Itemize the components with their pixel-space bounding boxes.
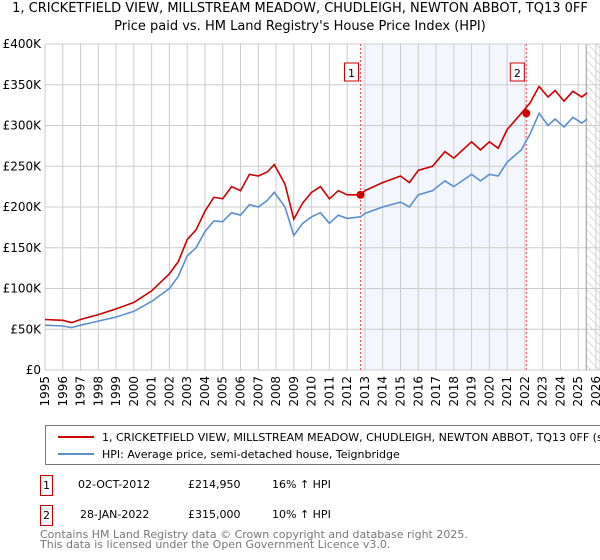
x-tick-label: 2007 [251, 376, 265, 407]
x-tick-label: 1999 [109, 376, 123, 407]
plot-frame [44, 43, 600, 371]
legend-item-hpi: HPI: Average price, semi-detached house,… [58, 446, 400, 462]
marker-label: 1 [348, 67, 355, 80]
transaction-date: 28-JAN-2022 [80, 508, 150, 521]
x-tick-label: 2015 [393, 376, 407, 407]
y-tick-label: £350K [3, 78, 43, 92]
x-tick-label: 1997 [74, 376, 88, 407]
marker-label-box [343, 62, 359, 82]
legend-item-property: 1, CRICKETFIELD VIEW, MILLSTREAM MEADOW,… [58, 429, 600, 445]
x-tick-label: 2022 [518, 376, 532, 407]
x-tick-label: 2002 [162, 376, 176, 407]
red-line-swatch [58, 436, 94, 438]
x-tick-label: 2008 [269, 376, 283, 407]
transaction-row: 2 28-JAN-2022 £315,000 10% ↑ HPI [40, 505, 440, 526]
blue-line-swatch [58, 453, 94, 455]
transaction-hpi: 10% ↑ HPI [272, 508, 331, 521]
x-tick-label: 2017 [429, 376, 443, 407]
x-tick-label: 2025 [571, 376, 585, 407]
y-tick-label: £50K [10, 322, 42, 336]
legend-label: HPI: Average price, semi-detached house,… [102, 447, 400, 461]
y-tick-label: £0 [26, 363, 41, 377]
y-tick-label: £250K [3, 159, 43, 173]
chart-title: 1, CRICKETFIELD VIEW, MILLSTREAM MEADOW,… [12, 1, 588, 16]
transaction-hpi: 16% ↑ HPI [272, 478, 331, 491]
sale-point [356, 190, 365, 199]
x-tick-label: 2016 [411, 376, 425, 407]
marker-badge: 2 [40, 505, 53, 526]
transaction-price: £214,950 [188, 478, 241, 491]
series-line [44, 111, 588, 329]
x-tick-label: 1996 [56, 376, 70, 407]
x-tick-label: 2005 [216, 376, 230, 407]
x-tick-label: 2013 [358, 376, 372, 407]
x-tick-label: 2009 [287, 376, 301, 407]
x-tick-label: 2004 [198, 376, 212, 407]
transaction-row: 1 02-OCT-2012 £214,950 16% ↑ HPI [40, 475, 440, 496]
chart-subtitle: Price paid vs. HM Land Registry's House … [114, 19, 486, 34]
x-tick-label: 2003 [180, 376, 194, 407]
x-tick-label: 2021 [500, 376, 514, 407]
marker-badge: 1 [40, 475, 53, 496]
x-tick-label: 2014 [376, 376, 390, 407]
x-tick-label: 2006 [234, 376, 248, 407]
x-tick-label: 2011 [322, 376, 336, 407]
x-tick-label: 2012 [340, 376, 354, 407]
x-tick-label: 1998 [91, 376, 105, 407]
legend-label: 1, CRICKETFIELD VIEW, MILLSTREAM MEADOW,… [102, 430, 600, 444]
y-tick-label: £200K [3, 200, 43, 214]
series-line [44, 84, 588, 324]
marker-label: 2 [514, 67, 521, 80]
x-tick-label: 2023 [536, 376, 550, 407]
x-tick-label: 2018 [447, 376, 461, 407]
x-tick-label: 2020 [482, 376, 496, 407]
price-chart: £0 £50K £100K £150K £200K £250K £300K £350K £400… [3, 37, 600, 407]
marker-label-box [509, 62, 525, 82]
sale-point [522, 109, 531, 118]
x-tick-label: 2024 [553, 376, 567, 407]
x-tick-label: 2010 [305, 376, 319, 407]
x-tick-label: 2019 [465, 376, 479, 407]
x-tick-label: 1995 [38, 376, 52, 407]
y-tick-label: £400K [3, 37, 43, 51]
y-tick-label: £150K [3, 241, 43, 255]
x-tick-label: 2001 [145, 376, 159, 407]
x-tick-label: 2000 [127, 376, 141, 407]
footer-line: This data is licensed under the Open Gov… [40, 538, 391, 551]
transaction-date: 02-OCT-2012 [78, 478, 151, 491]
footer: Contains HM Land Registry data © Crown c… [40, 528, 468, 551]
x-tick-label: 2026 [589, 376, 600, 407]
transaction-price: £315,000 [188, 508, 241, 521]
legend: 1, CRICKETFIELD VIEW, MILLSTREAM MEADOW,… [45, 425, 600, 465]
footer-line: Contains HM Land Registry data © Crown c… [40, 528, 468, 541]
y-tick-label: £300K [3, 119, 43, 133]
y-tick-label: £100K [3, 282, 43, 296]
